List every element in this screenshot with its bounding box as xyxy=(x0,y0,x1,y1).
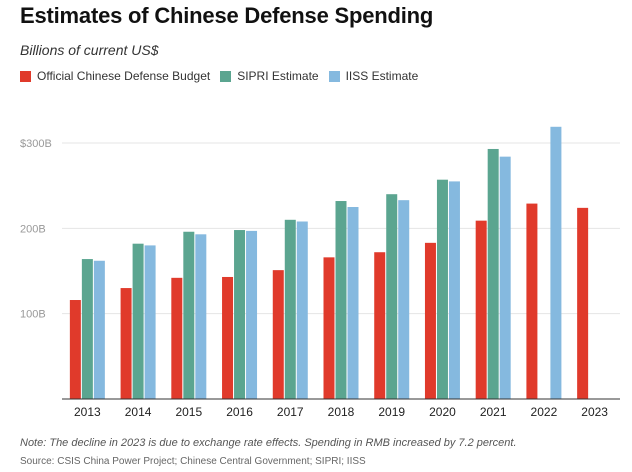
legend-item-iiss: IISS Estimate xyxy=(328,69,419,83)
x-tick-label: 2013 xyxy=(74,405,101,419)
bar xyxy=(296,221,308,399)
legend-swatch-iiss xyxy=(328,70,340,82)
bar xyxy=(386,194,398,399)
bar xyxy=(132,243,144,399)
bar xyxy=(81,259,93,399)
bar xyxy=(272,270,284,399)
x-tick-label: 2018 xyxy=(328,405,355,419)
y-tick-label: $300B xyxy=(20,138,52,150)
x-tick-label: 2017 xyxy=(277,405,304,419)
bar xyxy=(448,181,460,399)
bar xyxy=(577,207,589,399)
bar xyxy=(550,126,562,399)
x-tick-label: 2022 xyxy=(531,405,558,419)
bar xyxy=(526,203,538,399)
bar xyxy=(424,242,436,399)
bar xyxy=(234,230,246,399)
bar xyxy=(374,252,386,399)
bar xyxy=(69,300,81,399)
legend-label-iiss: IISS Estimate xyxy=(345,69,419,83)
bar xyxy=(144,245,156,399)
x-tick-label: 2021 xyxy=(480,405,507,419)
bar xyxy=(93,260,105,399)
bar xyxy=(436,179,448,399)
chart-legend: Official Chinese Defense Budget SIPRI Es… xyxy=(20,69,428,83)
chart-note: Note: The decline in 2023 is due to exch… xyxy=(20,437,517,449)
legend-label-official: Official Chinese Defense Budget xyxy=(37,69,211,83)
bar xyxy=(398,200,410,399)
bar xyxy=(183,231,195,399)
x-tick-label: 2019 xyxy=(378,405,405,419)
legend-swatch-official xyxy=(20,70,31,82)
y-tick-label: 100B xyxy=(20,309,46,321)
bar xyxy=(246,230,258,399)
bar xyxy=(195,234,207,399)
x-tick-label: 2020 xyxy=(429,405,456,419)
bar xyxy=(347,207,359,399)
x-tick-label: 2014 xyxy=(125,405,152,419)
chart-subtitle: Billions of current US$ xyxy=(20,42,159,58)
bar xyxy=(499,156,511,399)
x-tick-label: 2016 xyxy=(226,405,253,419)
bar xyxy=(120,288,132,399)
x-tick-label: 2015 xyxy=(175,405,202,419)
chart-source: Source: CSIS China Power Project; Chines… xyxy=(20,456,366,467)
x-tick-label: 2023 xyxy=(581,405,608,419)
legend-swatch-sipri xyxy=(220,70,232,82)
bar xyxy=(487,148,499,399)
legend-item-sipri: SIPRI Estimate xyxy=(220,69,319,83)
legend-label-sipri: SIPRI Estimate xyxy=(237,69,319,83)
bar xyxy=(335,201,347,399)
bar xyxy=(222,276,234,399)
bar xyxy=(171,277,183,399)
y-tick-label: 200B xyxy=(20,223,46,235)
bar xyxy=(475,220,487,399)
bar xyxy=(323,257,335,399)
bar-chart: 100B 200B $300B 2013 2014 2015 2016 2017 2018 201… xyxy=(20,126,620,419)
bar xyxy=(284,219,296,399)
chart-title: Estimates of Chinese Defense Spending xyxy=(20,3,434,28)
legend-item-official: Official Chinese Defense Budget xyxy=(20,69,210,83)
